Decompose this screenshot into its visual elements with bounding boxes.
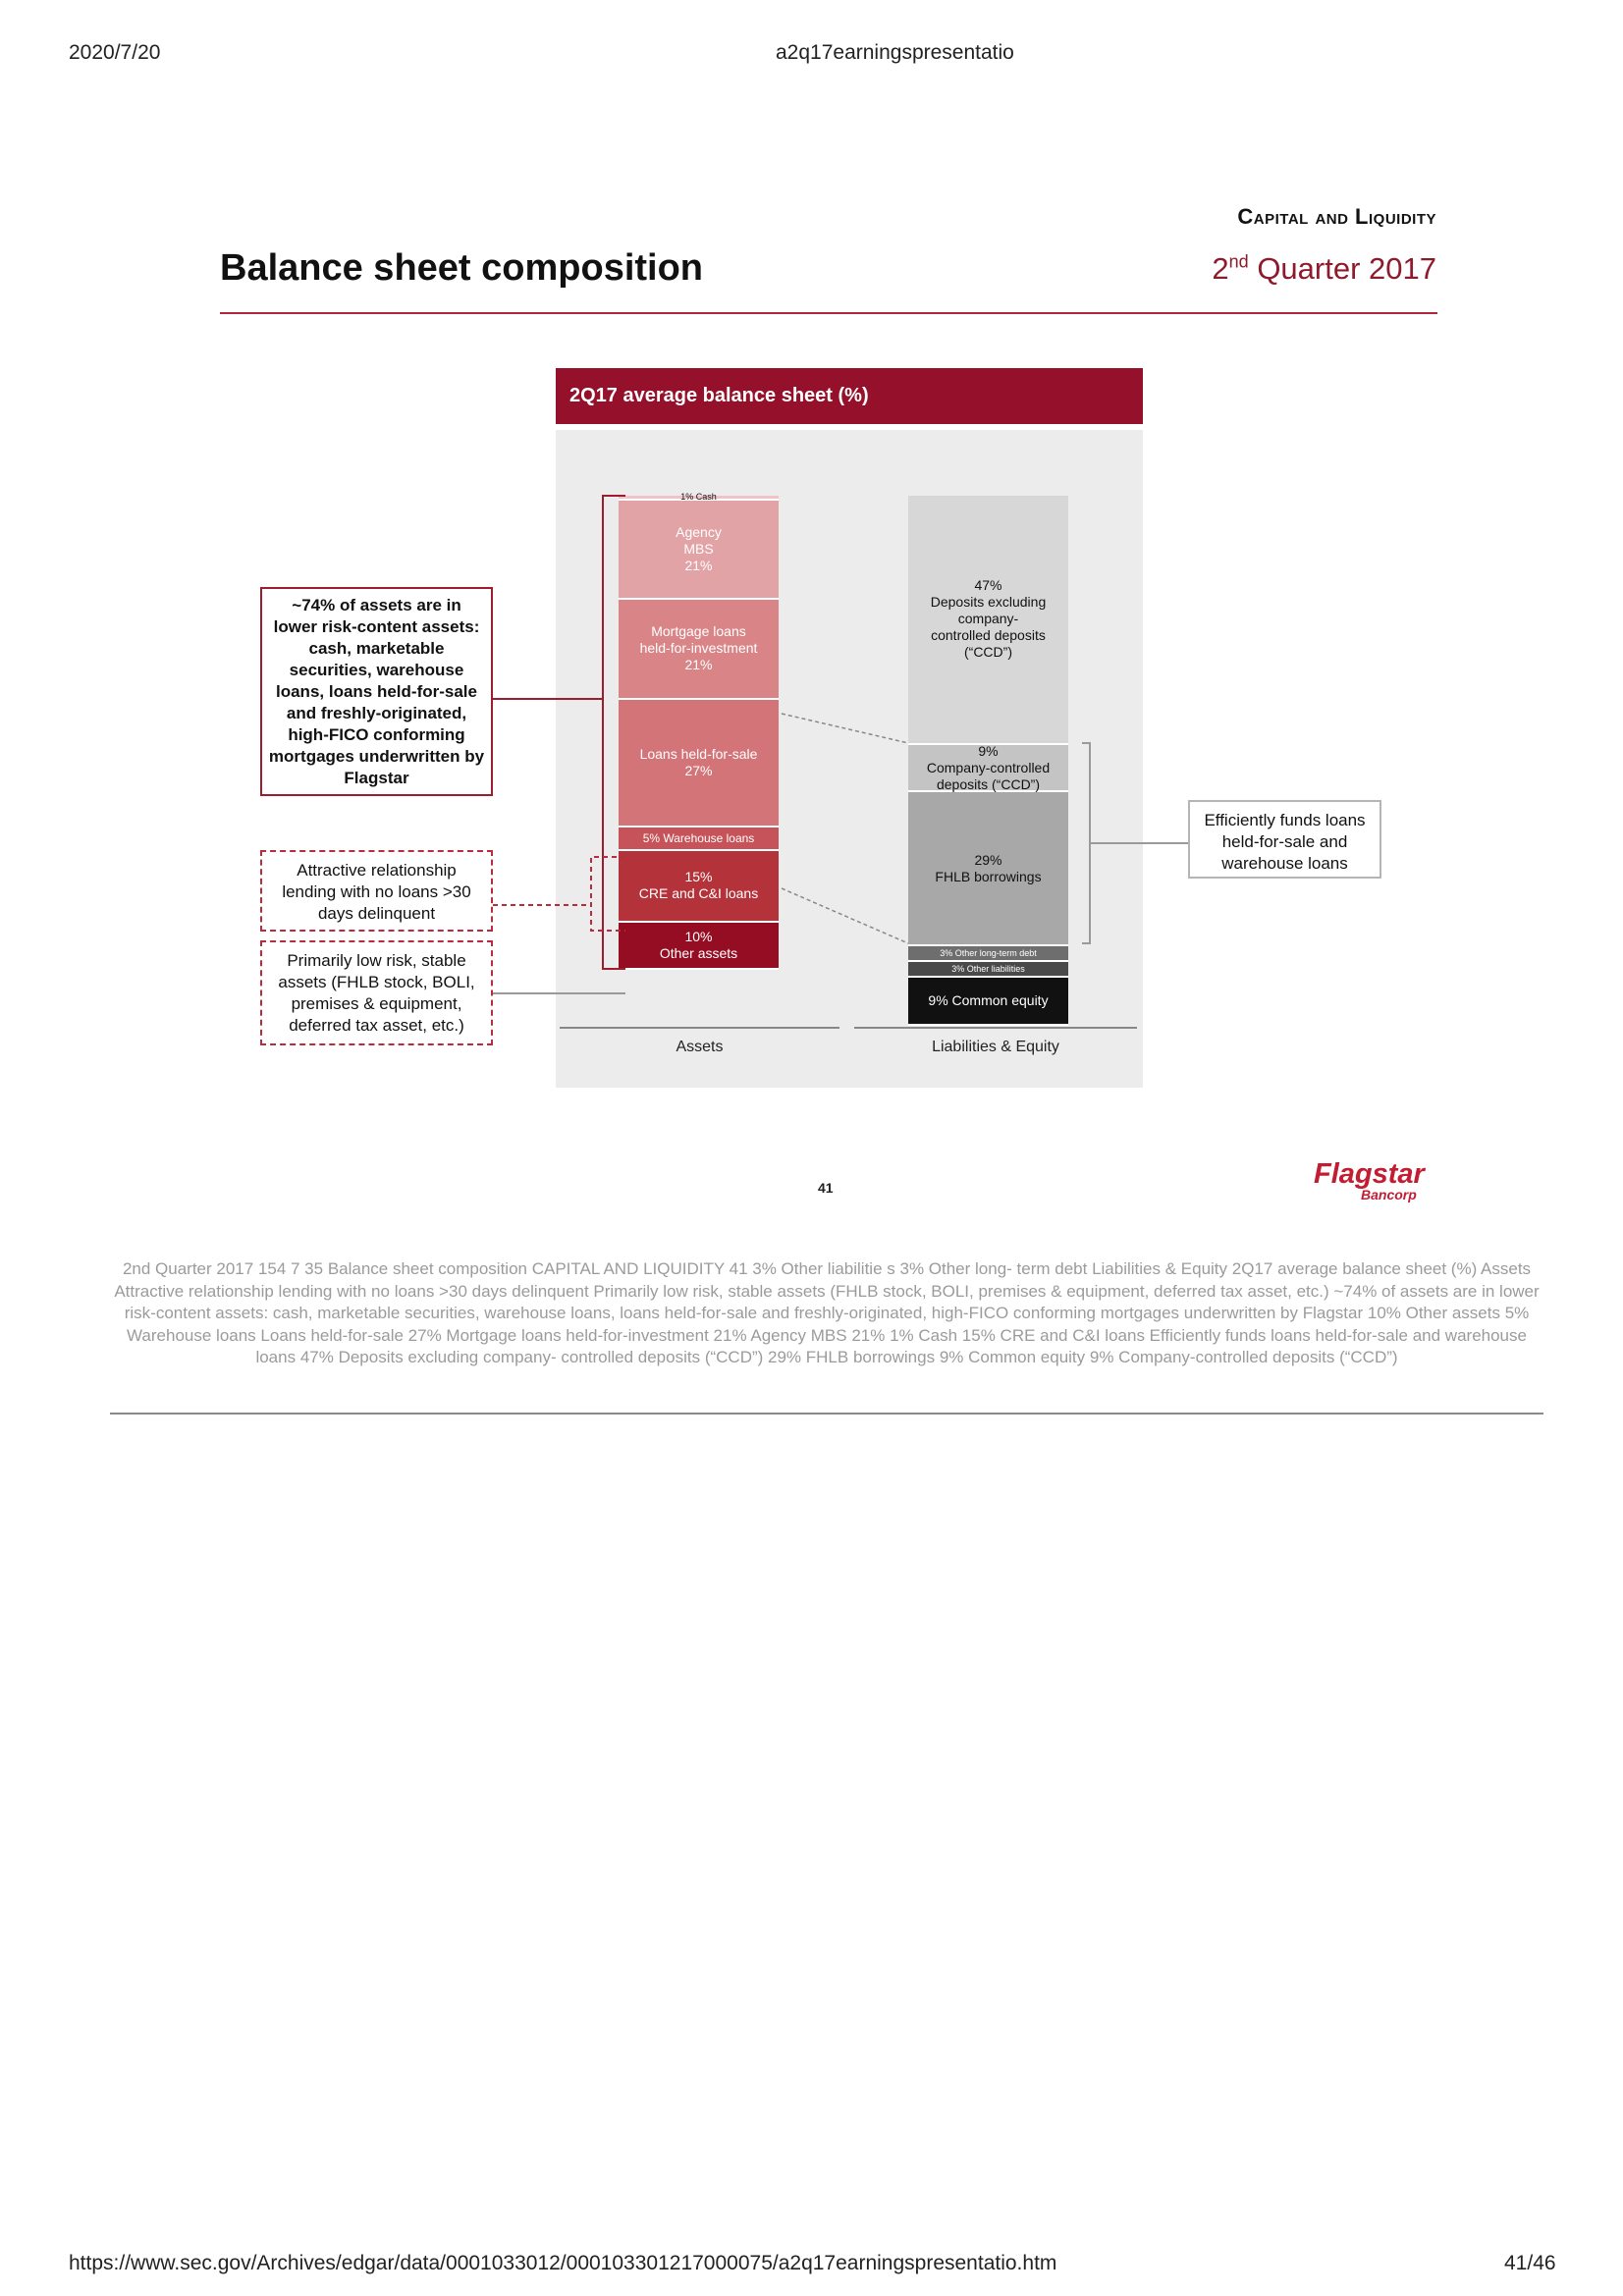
axis-label-liabilities: Liabilities & Equity [932, 1039, 1059, 1055]
bar-segment-label: 9% Company-controlled deposits (“CCD”) [926, 742, 1051, 792]
bar-segment-label: 5% Warehouse loans [642, 830, 755, 845]
flagstar-logo: Flagstar Bancorp [1314, 1158, 1425, 1202]
quarter-prefix: 2 [1212, 251, 1229, 286]
bar-segment-label: Loans held-for-sale 27% [639, 745, 758, 778]
liabilities-axis [854, 1027, 1137, 1029]
logo-subtitle: Bancorp [1361, 1187, 1417, 1202]
bar-segment-label: Mortgage loans held-for-investment 21% [639, 623, 758, 673]
bar-segment: Mortgage loans held-for-investment 21% [619, 600, 779, 700]
document-title: a2q17earningspresentatio [776, 41, 1014, 64]
relationship-callout: Attractive relationship lending with no … [260, 850, 493, 932]
title-divider [220, 312, 1437, 314]
bar-segment-label: Agency MBS 21% [676, 524, 722, 574]
quarter-label: 2nd Quarter 2017 [1212, 251, 1436, 287]
bar-segment: Agency MBS 21% [619, 500, 779, 601]
bar-segment: Loans held-for-sale 27% [619, 699, 779, 828]
bar-segment: 3% Other long-term debt [908, 946, 1068, 963]
bar-segment-label: 29% FHLB borrowings [935, 851, 1042, 884]
bar-segment: 15% CRE and C&I loans [619, 851, 779, 923]
stable-assets-callout: Primarily low risk, stable assets (FHLB … [260, 940, 493, 1045]
bar-segment: 9% Common equity [908, 978, 1068, 1026]
document-url[interactable]: https://www.sec.gov/Archives/edgar/data/… [69, 2252, 1057, 2274]
quarter-sup: nd [1228, 251, 1249, 272]
bar-segment: 3% Other liabilities [908, 962, 1068, 979]
slide-page-number: 41 [818, 1180, 834, 1196]
section-label: Capital and Liquidity [1237, 204, 1436, 229]
bar-segment: 5% Warehouse loans [619, 828, 779, 852]
page-counter: 41/46 [1504, 2252, 1556, 2274]
bar-segment-label: 9% Common equity [928, 992, 1049, 1009]
extracted-text: 2nd Quarter 2017 154 7 35 Balance sheet … [114, 1259, 1540, 1366]
risk-bracket [602, 495, 625, 970]
print-date: 2020/7/20 [69, 41, 161, 64]
risk-callout: ~74% of assets are in lower risk-content… [260, 587, 493, 796]
bar-segment-label: 10% Other assets [659, 928, 738, 961]
axis-label-assets: Assets [676, 1039, 724, 1055]
bar-segment: 9% Company-controlled deposits (“CCD”) [908, 742, 1068, 793]
assets-axis [560, 1027, 839, 1029]
bar-segment: 29% FHLB borrowings [908, 792, 1068, 946]
bar-segment-label: 47% Deposits excluding company- controll… [930, 577, 1047, 661]
bar-segment: 1% Cash [619, 492, 779, 502]
dotted-guide-bottom [781, 887, 909, 944]
bar-segment: 10% Other assets [619, 922, 779, 970]
bar-segment-label: 3% Other long-term debt [940, 948, 1037, 959]
extracted-text-divider [110, 1413, 1543, 1415]
relationship-bracket [590, 856, 625, 932]
bar-segment-label: 3% Other liabilities [951, 964, 1025, 975]
bar-segment-label: 1% Cash [680, 492, 717, 503]
logo-wordmark: Flagstar [1314, 1158, 1425, 1190]
bar-segment: 47% Deposits excluding company- controll… [908, 496, 1068, 745]
quarter-suffix: Quarter 2017 [1248, 251, 1436, 286]
efficient-funding-callout: Efficiently funds loans held-for-sale an… [1188, 800, 1381, 879]
slide-title: Balance sheet composition [220, 247, 704, 289]
funding-bracket [1082, 742, 1091, 944]
chart-title: 2Q17 average balance sheet (%) [556, 368, 1143, 424]
bar-segment-label: 15% CRE and C&I loans [638, 869, 759, 902]
dotted-guide-top [781, 713, 909, 744]
